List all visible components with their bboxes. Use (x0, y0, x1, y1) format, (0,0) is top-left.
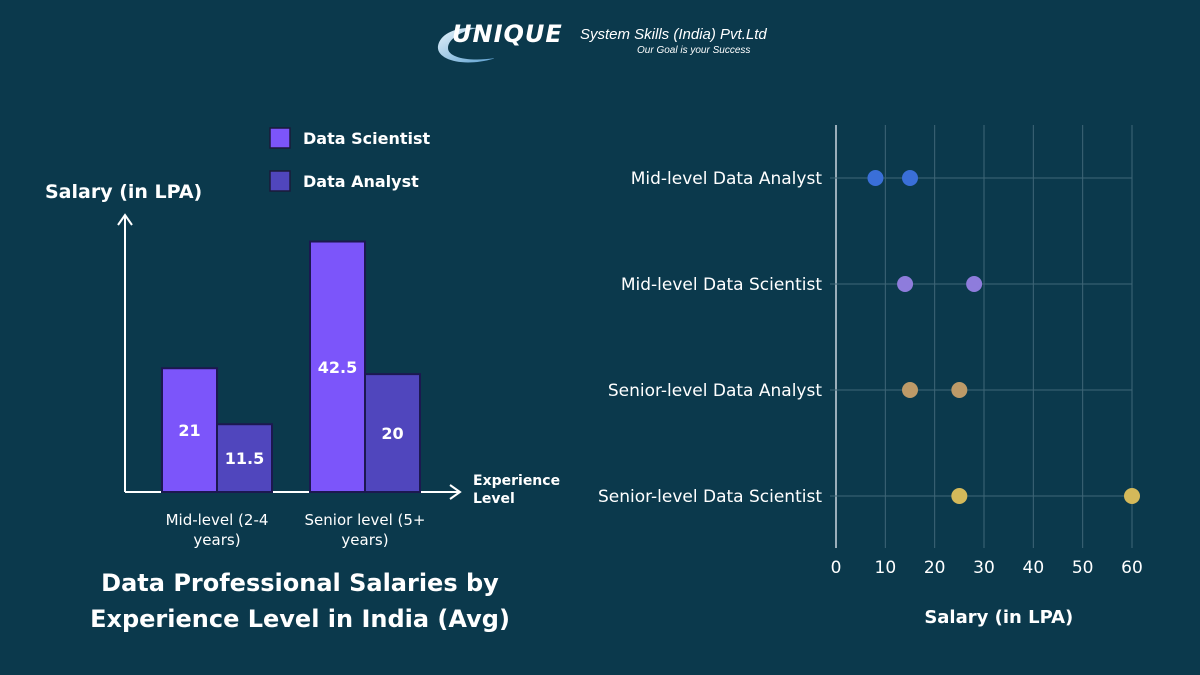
x-axis-label: Experience (473, 473, 560, 489)
bar-value-label: 11.5 (225, 449, 264, 468)
category-label: Mid-level Data Scientist (621, 275, 822, 295)
company-name: System Skills (India) Pvt.Ltd (580, 26, 767, 43)
legend-swatch (269, 170, 291, 192)
category-label: Senior-level Data Scientist (598, 487, 822, 507)
bar-value-label: 21 (178, 421, 200, 440)
x-tick-label: 40 (1023, 558, 1045, 578)
category-label: Senior-level Data Analyst (608, 381, 822, 401)
bar (161, 367, 218, 493)
data-point (1124, 488, 1140, 504)
data-point (902, 170, 918, 186)
bar (364, 373, 421, 493)
brand-name: UNIQUE (452, 20, 563, 48)
x-axis-arrow-icon (449, 484, 462, 500)
legend-label: Data Scientist (303, 129, 430, 148)
y-axis-label: Salary (in LPA) (45, 181, 202, 203)
bar-value-label: 42.5 (318, 358, 357, 377)
caption-line-2: Experience Level in India (Avg) (90, 605, 510, 633)
x-tick-label: 20 (924, 558, 946, 578)
x-axis-label: Level (473, 491, 515, 507)
x-tick-label: 30 (973, 558, 995, 578)
dot-plot-chart: 0 10 20 30 40 50 60 Mid-level Data Analyst Mid-l… (598, 125, 1143, 628)
x-tick-label: 50 (1072, 558, 1094, 578)
category-label: years) (193, 531, 240, 549)
caption-line-1: Data Professional Salaries by (101, 569, 499, 597)
category-label: Mid-level (2-4 (166, 511, 269, 529)
bar (309, 240, 366, 493)
x-tick-label: 0 (831, 558, 842, 578)
data-point (951, 488, 968, 504)
data-point (897, 276, 914, 292)
legend-label: Data Analyst (303, 172, 419, 191)
swoosh-logo-icon (437, 27, 494, 63)
category-label: years) (341, 531, 388, 549)
tagline: Our Goal is your Success (637, 45, 751, 56)
data-point (951, 382, 968, 398)
company-logo: UNIQUE System Skills (India) Pvt.Ltd Our… (434, 16, 774, 68)
x-axis-label: Salary (in LPA) (924, 607, 1073, 628)
bar-chart: Salary (in LPA) Experience Level Data Scien… (45, 127, 560, 549)
chart-caption: Data Professional Salaries by Experience… (60, 565, 540, 637)
bar-value-label: 20 (381, 424, 403, 443)
category-label: Senior level (5+ (305, 511, 426, 529)
data-point (902, 382, 918, 398)
legend-swatch (269, 127, 291, 149)
bar (216, 423, 273, 494)
data-point (867, 170, 884, 186)
x-tick-label: 10 (875, 558, 897, 578)
y-axis-arrow-icon (117, 213, 133, 226)
data-point (966, 276, 983, 292)
x-tick-label: 60 (1121, 558, 1143, 578)
category-label: Mid-level Data Analyst (631, 169, 823, 189)
